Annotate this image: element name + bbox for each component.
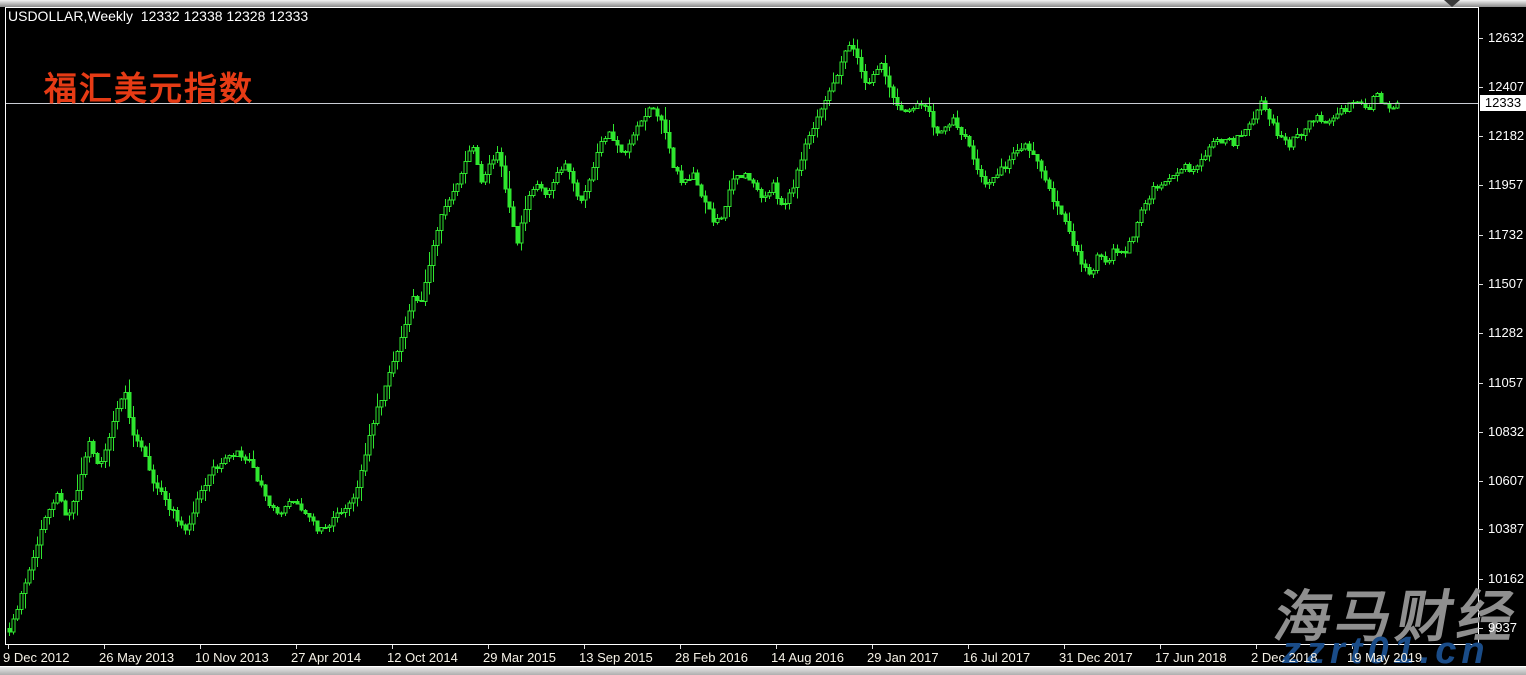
price-axis-separator	[1478, 7, 1479, 645]
x-axis-label: 2 Dec 2018	[1251, 650, 1318, 665]
x-axis-tick	[1352, 645, 1353, 649]
y-axis-label: 10832	[1488, 424, 1525, 439]
current-price-line	[6, 103, 1478, 104]
x-axis-tick	[296, 645, 297, 649]
watermark-domain: zzrt01.cn	[1282, 630, 1490, 672]
x-axis-tick	[392, 645, 393, 649]
y-axis-tick	[1478, 579, 1483, 580]
x-axis-label: 31 Dec 2017	[1059, 650, 1133, 665]
y-axis-tick	[1478, 38, 1483, 39]
x-axis-label: 9 Dec 2012	[3, 650, 70, 665]
x-axis-label: 19 May 2019	[1347, 650, 1423, 665]
x-axis-label: 28 Feb 2016	[675, 650, 749, 665]
plot-area-frame	[5, 7, 1478, 645]
x-axis-label: 14 Aug 2016	[771, 650, 845, 665]
y-axis-tick	[1478, 87, 1483, 88]
x-axis-label: 17 Jun 2018	[1155, 650, 1227, 665]
y-axis-label: 11057	[1488, 375, 1524, 390]
y-axis-tick	[1478, 628, 1483, 629]
y-axis-label: 11732	[1488, 227, 1524, 242]
x-axis-tick	[1064, 645, 1065, 649]
y-axis-tick	[1478, 185, 1483, 186]
x-axis-tick	[584, 645, 585, 649]
x-axis-label: 26 May 2013	[99, 650, 175, 665]
x-axis-tick	[8, 645, 9, 649]
y-axis-label: 10607	[1488, 473, 1525, 488]
x-axis-tick	[680, 645, 681, 649]
x-axis-tick	[776, 645, 777, 649]
x-axis-tick	[968, 645, 969, 649]
y-axis-tick	[1478, 383, 1483, 384]
y-axis-label: 12632	[1488, 30, 1525, 45]
x-axis-label: 29 Jan 2017	[867, 650, 939, 665]
y-axis-tick	[1478, 235, 1483, 236]
y-axis-label: 11282	[1488, 325, 1524, 340]
window-bottom-divider	[0, 666, 1526, 667]
y-axis-tick	[1478, 481, 1483, 482]
window-top-border	[0, 0, 1526, 7]
x-axis-label: 16 Jul 2017	[963, 650, 1031, 665]
x-axis-label: 12 Oct 2014	[387, 650, 458, 665]
x-axis-label: 10 Nov 2013	[195, 650, 269, 665]
current-price-badge: 12333	[1480, 95, 1526, 111]
x-axis-label: 29 Mar 2015	[483, 650, 556, 665]
y-axis-tick	[1478, 432, 1483, 433]
y-axis-tick	[1478, 136, 1483, 137]
x-axis-tick	[104, 645, 105, 649]
x-axis-label: 13 Sep 2015	[579, 650, 653, 665]
x-axis-tick	[488, 645, 489, 649]
y-axis-tick	[1478, 529, 1483, 530]
chart-shift-marker-icon[interactable]	[1444, 0, 1460, 7]
y-axis-label: 9937	[1488, 620, 1517, 635]
x-axis-tick	[1256, 645, 1257, 649]
y-axis-label: 12407	[1488, 79, 1525, 94]
chart-title: USDOLLAR,Weekly 12332 12338 12328 12333	[8, 8, 309, 24]
window-bottom-border	[0, 667, 1526, 675]
y-axis-label: 10162	[1488, 571, 1525, 586]
x-axis-tick	[1160, 645, 1161, 649]
y-axis-label: 12182	[1488, 128, 1525, 143]
red-annotation-label: 福汇美元指数	[44, 70, 254, 107]
x-axis-tick	[872, 645, 873, 649]
y-axis-tick	[1478, 284, 1483, 285]
y-axis-label: 11957	[1488, 177, 1524, 192]
x-axis-label: 27 Apr 2014	[291, 650, 362, 665]
x-axis-tick	[200, 645, 201, 649]
y-axis-tick	[1478, 333, 1483, 334]
y-axis-label: 11507	[1488, 276, 1524, 291]
y-axis-label: 10387	[1488, 521, 1525, 536]
